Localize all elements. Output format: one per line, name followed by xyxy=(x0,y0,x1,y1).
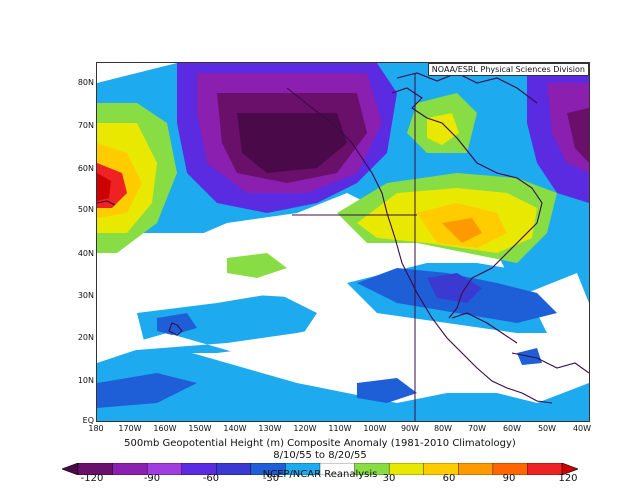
lon-label-130w: 130W xyxy=(258,424,282,433)
lat-label-30n: 30N xyxy=(77,291,94,300)
boundaries xyxy=(292,73,417,421)
coastlines xyxy=(97,72,589,404)
lat-label-60n: 60N xyxy=(77,164,94,173)
lat-label-50n: 50N xyxy=(77,205,94,214)
anomaly-shading xyxy=(97,63,589,421)
lon-label-110w: 110W xyxy=(328,424,352,433)
map-date-range: 8/10/55 to 8/20/55 xyxy=(273,450,367,461)
lon-label-40w: 40W xyxy=(572,424,592,433)
colorbar-tick: 120 xyxy=(558,473,578,484)
anomaly-map xyxy=(97,63,589,421)
lon-label-60w: 60W xyxy=(502,424,522,433)
credit-text: NCEP/NCAR Reanalysis xyxy=(262,469,378,480)
lon-label-90w: 90W xyxy=(400,424,420,433)
source-box: NOAA/ESRL Physical Sciences Division xyxy=(427,63,589,76)
lon-label-120w: 120W xyxy=(293,424,317,433)
lat-label-70n: 70N xyxy=(77,121,94,130)
lat-label-eq: EQ xyxy=(82,416,94,425)
lat-label-40n: 40N xyxy=(77,249,94,258)
lat-label-10n: 10N xyxy=(77,376,94,385)
map-panel: NOAA/ESRL Physical Sciences Division xyxy=(96,62,590,422)
lon-label-100w: 100W xyxy=(363,424,387,433)
lon-label-70w: 70W xyxy=(467,424,487,433)
colorbar-tick: 30 xyxy=(382,473,396,484)
colorbar-tick: -90 xyxy=(143,473,161,484)
lon-label-80w: 80W xyxy=(433,424,453,433)
colorbar-tick: 60 xyxy=(442,473,456,484)
colorbar-tick: -120 xyxy=(80,473,104,484)
colorbar-swatches xyxy=(61,462,579,476)
lon-label-50w: 50W xyxy=(537,424,557,433)
lat-label-20n: 20N xyxy=(77,333,94,342)
colorbar-tick: 90 xyxy=(502,473,516,484)
lon-label-150w: 150W xyxy=(188,424,212,433)
map-title: 500mb Geopotential Height (m) Composite … xyxy=(124,438,516,449)
lon-label-160w: 160W xyxy=(153,424,177,433)
colorbar-arrow-high xyxy=(561,462,579,476)
lon-label-170w: 170W xyxy=(118,424,142,433)
lat-label-80n: 80N xyxy=(77,78,94,87)
lon-label-140w: 140W xyxy=(223,424,247,433)
colorbar xyxy=(61,460,579,476)
colorbar-tick: -30 xyxy=(262,473,280,484)
lon-label-180: 180 xyxy=(88,424,104,433)
colorbar-tick: -60 xyxy=(202,473,220,484)
